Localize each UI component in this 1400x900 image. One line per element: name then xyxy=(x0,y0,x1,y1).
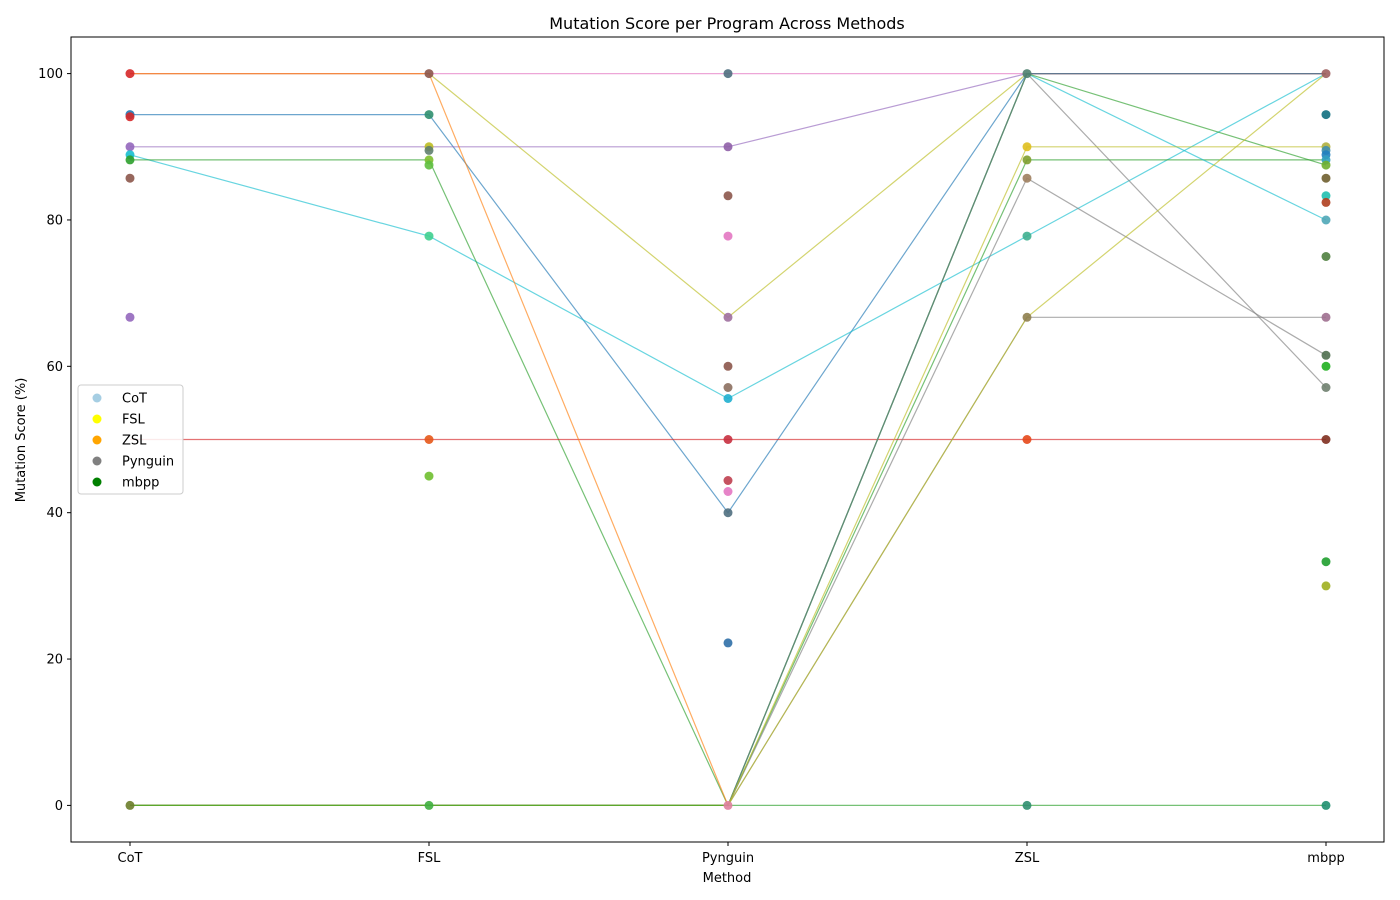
x-axis-label: Method xyxy=(703,871,752,886)
data-point xyxy=(424,435,434,444)
data-point xyxy=(723,476,733,485)
y-tick-label: 80 xyxy=(46,213,63,228)
data-point xyxy=(1022,800,1032,810)
data-point xyxy=(424,160,434,170)
data-point xyxy=(723,142,733,152)
data-point xyxy=(125,112,135,122)
data-point xyxy=(1321,160,1331,170)
data-point xyxy=(1022,155,1032,165)
y-tick-label: 100 xyxy=(38,67,63,82)
legend-label: mbpp xyxy=(122,476,159,491)
x-axis-ticks: CoT FSL Pynguin ZSL mbpp xyxy=(118,842,1345,866)
legend: CoT FSL ZSL Pynguin mbpp xyxy=(77,384,184,495)
legend-label: Pynguin xyxy=(122,455,174,470)
data-point xyxy=(723,231,733,241)
legend-marker xyxy=(92,393,102,403)
data-point xyxy=(1321,361,1331,371)
y-axis-ticks: 0 20 40 60 80 100 xyxy=(38,67,71,814)
data-point xyxy=(723,69,733,79)
data-point xyxy=(1321,581,1331,591)
data-point xyxy=(1022,173,1032,183)
data-point xyxy=(1022,312,1032,322)
data-point xyxy=(424,231,434,241)
y-tick-label: 60 xyxy=(46,360,63,375)
data-point xyxy=(1321,69,1331,79)
data-point xyxy=(723,508,733,518)
data-point xyxy=(424,69,434,79)
data-point xyxy=(723,435,733,444)
data-point xyxy=(1321,383,1331,392)
data-point xyxy=(1321,350,1331,360)
x-tick-label: FSL xyxy=(418,851,442,866)
legend-marker xyxy=(92,456,102,466)
data-point xyxy=(1022,69,1032,79)
y-tick-label: 0 xyxy=(55,799,63,814)
y-tick-label: 20 xyxy=(46,653,63,668)
data-point xyxy=(1321,435,1331,444)
legend-box xyxy=(77,384,184,495)
x-tick-label: mbpp xyxy=(1307,851,1344,866)
data-point xyxy=(1321,312,1331,322)
data-point xyxy=(723,312,733,322)
data-point xyxy=(1321,110,1331,120)
data-point xyxy=(1321,800,1331,810)
data-point xyxy=(125,312,135,322)
data-point xyxy=(1321,252,1331,261)
data-point xyxy=(125,142,135,152)
data-point xyxy=(125,155,135,165)
x-tick-label: CoT xyxy=(118,851,143,866)
legend-label: FSL xyxy=(122,413,146,428)
data-point xyxy=(424,800,434,810)
data-points xyxy=(125,69,1331,810)
data-point xyxy=(723,800,733,810)
data-point xyxy=(723,191,733,201)
data-point xyxy=(1321,215,1331,225)
x-tick-label: ZSL xyxy=(1015,851,1040,866)
data-point xyxy=(1321,197,1331,207)
data-point xyxy=(1022,435,1032,444)
data-point xyxy=(125,69,135,79)
data-point xyxy=(424,471,434,481)
data-point xyxy=(1022,231,1032,241)
y-tick-label: 40 xyxy=(46,506,63,521)
legend-marker xyxy=(92,435,102,445)
data-point xyxy=(723,638,733,648)
data-point xyxy=(424,145,434,155)
legend-marker xyxy=(92,477,102,487)
series-line xyxy=(130,72,1326,514)
data-point xyxy=(1321,557,1331,567)
data-point xyxy=(1321,191,1331,201)
legend-label: ZSL xyxy=(122,434,147,449)
data-point xyxy=(125,800,135,810)
data-point xyxy=(723,487,733,496)
legend-marker xyxy=(92,414,102,424)
data-point xyxy=(424,110,434,120)
data-point xyxy=(723,394,733,403)
x-tick-label: Pynguin xyxy=(702,851,754,866)
data-point xyxy=(723,361,733,371)
data-point xyxy=(125,173,135,183)
data-point xyxy=(1022,142,1032,152)
y-axis-label: Mutation Score (%) xyxy=(14,378,29,503)
legend-label: CoT xyxy=(122,392,147,407)
data-point xyxy=(1321,173,1331,183)
chart-title: Mutation Score per Program Across Method… xyxy=(549,14,905,33)
data-point xyxy=(723,383,733,392)
